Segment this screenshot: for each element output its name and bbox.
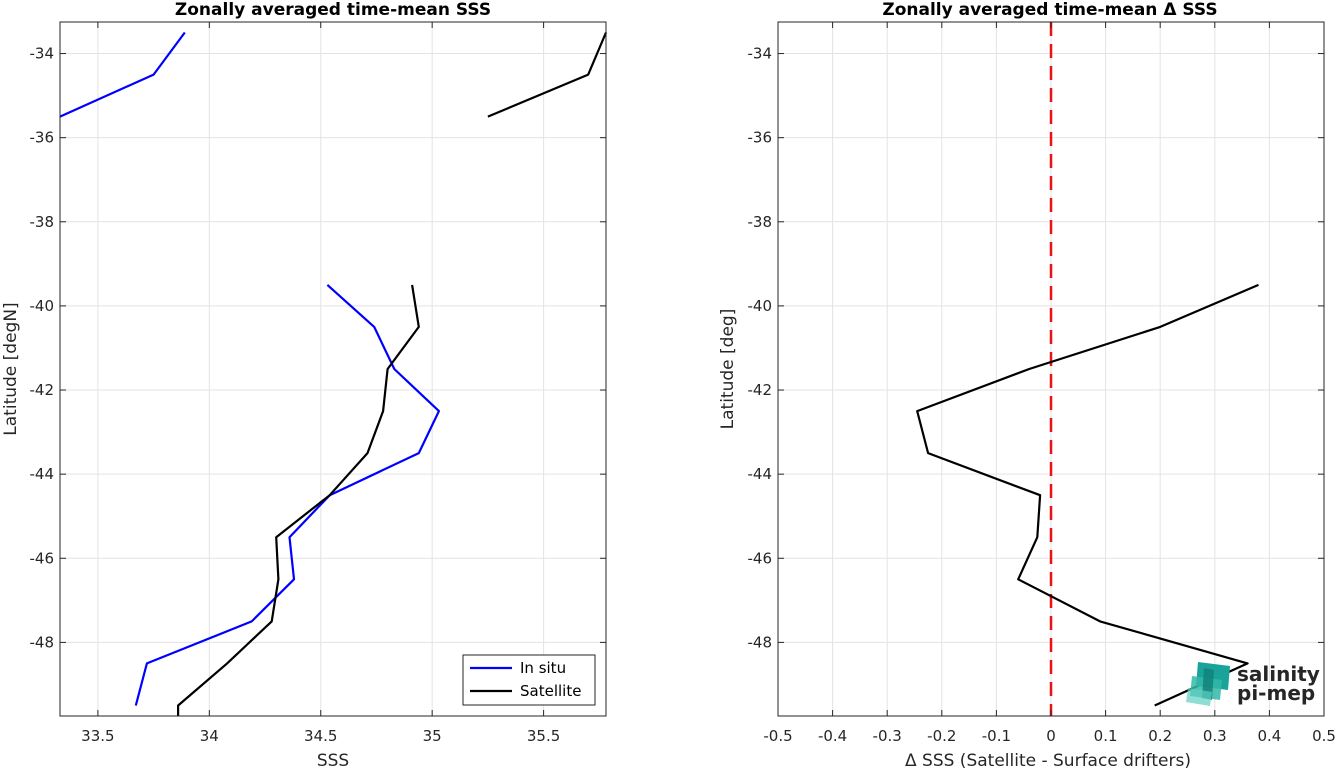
left-y-axis-label: Latitude [degN]: [1, 302, 21, 435]
series-line-satellite: [177, 284, 420, 716]
y-tick-label: -46: [748, 549, 773, 567]
x-tick-label: 0.5: [1312, 727, 1336, 745]
salinity-pi-mep-logo: salinity pi-mep: [1186, 662, 1320, 706]
x-tick-label: 34: [200, 727, 219, 745]
y-tick-label: -42: [30, 381, 55, 399]
y-tick-label: -48: [748, 633, 773, 651]
x-tick-label: -0.1: [982, 727, 1011, 745]
left-chart-title: Zonally averaged time-mean SSS: [175, 0, 491, 20]
left-grid: [60, 22, 606, 716]
x-tick-label: 0.1: [1094, 727, 1118, 745]
y-tick-label: -44: [748, 465, 773, 483]
y-tick-label: -36: [30, 129, 55, 147]
series-line-in-situ: [59, 31, 186, 118]
x-tick-label: 0: [1046, 727, 1056, 745]
y-tick-label: -38: [748, 213, 773, 231]
left-x-axis-label: SSS: [317, 751, 349, 769]
x-tick-label: -0.2: [927, 727, 956, 745]
legend-label-satellite: Satellite: [520, 682, 581, 700]
y-tick-label: -40: [748, 297, 773, 315]
y-tick-label: -40: [30, 297, 55, 315]
series-line-satellite: [487, 32, 608, 118]
x-tick-label: 35.5: [527, 727, 560, 745]
right-x-axis-label: Δ SSS (Satellite - Surface drifters): [905, 751, 1191, 769]
x-tick-label: 0.4: [1257, 727, 1281, 745]
y-tick-label: -44: [30, 465, 55, 483]
right-chart-title: Zonally averaged time-mean Δ SSS: [882, 0, 1217, 20]
x-tick-label: 0.3: [1203, 727, 1227, 745]
x-tick-label: 0.2: [1148, 727, 1172, 745]
logo-icon: [1186, 662, 1230, 706]
x-tick-label: 35: [423, 727, 442, 745]
y-tick-label: -48: [30, 633, 55, 651]
legend: In situ Satellite: [462, 654, 596, 706]
x-tick-label: 33.5: [81, 727, 114, 745]
y-tick-label: -38: [30, 213, 55, 231]
x-tick-label: 34.5: [304, 727, 337, 745]
right-y-axis-label: Latitude [deg]: [718, 309, 738, 430]
logo-text-pi-mep: pi-mep: [1237, 681, 1315, 705]
x-tick-label: -0.3: [873, 727, 902, 745]
left-axes-frame: [59, 21, 607, 717]
y-tick-label: -36: [748, 129, 773, 147]
y-tick-label: -34: [748, 45, 773, 63]
y-tick-label: -34: [30, 45, 55, 63]
right-y-ticks: -48 -46 -44 -42 -40 -38 -36 -34: [748, 45, 1324, 651]
y-tick-label: -42: [748, 381, 773, 399]
left-panel: 33.5 34 34.5 35 35.5 -48 -46 -44 -42 -40 -38 -36 -3…: [1, 0, 608, 771]
x-tick-label: -0.5: [763, 727, 792, 745]
legend-label-in-situ: In situ: [520, 659, 566, 677]
left-y-ticks: -48 -46 -44 -42 -40 -38 -36 -34: [30, 45, 606, 651]
legend-box: [462, 654, 596, 706]
y-tick-label: -46: [30, 549, 55, 567]
series-line-series-0: [916, 283, 1259, 707]
x-tick-label: -0.4: [818, 727, 847, 745]
logo-text-salinity: salinity: [1237, 662, 1320, 686]
right-x-ticks: -0.5 -0.4 -0.3 -0.2 -0.1 0 0.1 0.2 0.3 0.4 0.5: [763, 22, 1336, 745]
right-series-lines: [916, 283, 1259, 707]
left-x-ticks: 33.5 34 34.5 35 35.5: [81, 22, 560, 745]
left-series-lines: [59, 31, 608, 716]
right-panel: -0.5 -0.4 -0.3 -0.2 -0.1 0 0.1 0.2 0.3 0.4 0.5 -48…: [718, 0, 1336, 771]
